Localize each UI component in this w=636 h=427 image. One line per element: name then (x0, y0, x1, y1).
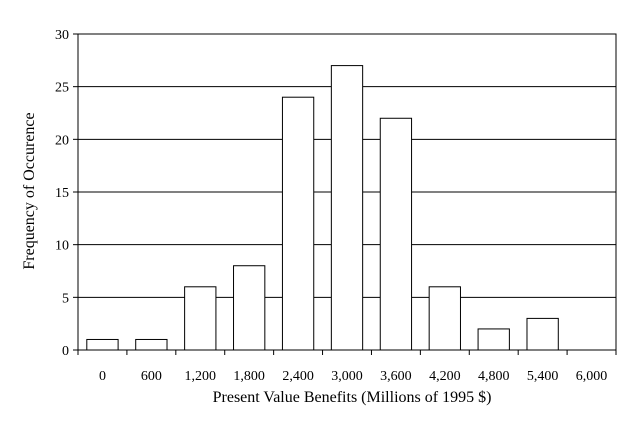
tick-labels: 0 5 10 15 20 25 30 0 600 1,200 1,800 2,400 3,000 3,60… (55, 28, 607, 384)
x-tick-label: 4,200 (429, 369, 461, 384)
histogram-bar (281, 96, 315, 351)
axes (73, 33, 617, 355)
x-tick-label: 4,800 (478, 369, 510, 384)
y-tick-label: 0 (62, 344, 69, 359)
x-axis-title: Present Value Benefits (Millions of 1995… (213, 389, 492, 406)
histogram-bar (428, 286, 461, 351)
histogram-bar (330, 65, 364, 351)
bars (86, 65, 559, 351)
histogram-bar (233, 265, 266, 351)
x-tick-label: 6,000 (576, 369, 608, 384)
histogram-bar (86, 338, 119, 351)
x-tick-label: 3,000 (331, 369, 363, 384)
y-tick-label: 5 (62, 291, 69, 306)
x-tick-label: 3,600 (380, 369, 412, 384)
x-tick-label: 1,800 (233, 369, 265, 384)
x-tick-label: 600 (141, 369, 162, 384)
histogram-bar (526, 317, 559, 351)
x-tick-label: 0 (99, 369, 106, 384)
y-tick-label: 10 (55, 239, 69, 254)
histogram-bar (379, 117, 413, 351)
y-tick-label: 30 (55, 28, 69, 43)
y-tick-label: 15 (55, 186, 69, 201)
histogram-bar (184, 286, 217, 351)
histogram-bar (135, 338, 168, 351)
y-tick-label: 20 (55, 133, 69, 148)
x-tick-label: 2,400 (282, 369, 314, 384)
y-tick-label: 25 (55, 81, 69, 96)
x-tick-label: 1,200 (185, 369, 217, 384)
x-tick-label: 5,400 (527, 369, 559, 384)
y-axis-title: Frequency of Occurence (21, 112, 38, 269)
histogram-bar (477, 328, 510, 351)
